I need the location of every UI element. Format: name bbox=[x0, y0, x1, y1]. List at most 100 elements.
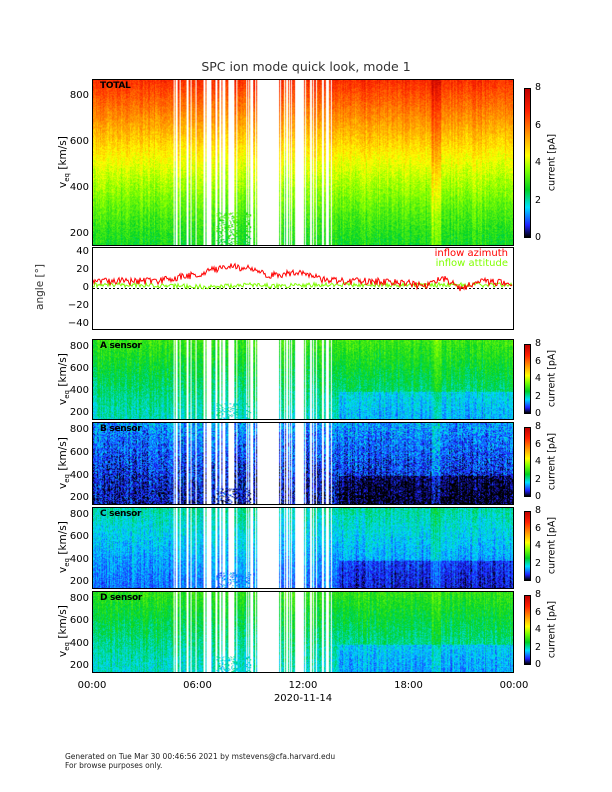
colorbar-tick-label: 4 bbox=[535, 157, 542, 168]
spectrogram-panel-d-sensor: D sensor bbox=[92, 591, 514, 673]
colorbar-tick-label: 2 bbox=[535, 194, 542, 206]
y-tick-label: 800 bbox=[69, 424, 89, 436]
angle-panel bbox=[92, 247, 514, 330]
angle-tick-label: 20 bbox=[76, 263, 89, 275]
colorbar-label: current [pA] bbox=[546, 133, 558, 192]
y-tick-label: 400 bbox=[69, 469, 89, 481]
attitude-series-line bbox=[93, 280, 513, 290]
x-tick-label: 12:00 bbox=[288, 680, 318, 691]
y-tick-label: 200 bbox=[69, 492, 89, 504]
y-tick-label: 200 bbox=[69, 407, 89, 419]
legend-azimuth: inflow azimuth bbox=[434, 248, 508, 259]
x-tick-label: 06:00 bbox=[183, 680, 212, 691]
y-axis-label: veq [km/s] bbox=[57, 102, 71, 222]
panel-label: B sensor bbox=[100, 424, 142, 434]
colorbar-tick-label: 0 bbox=[535, 575, 542, 586]
colorbar-label: current [pA] bbox=[546, 432, 558, 491]
angle-tick-label: −20 bbox=[67, 299, 89, 311]
colorbar-tick-label: 0 bbox=[535, 659, 542, 670]
spectrogram-panel-a-sensor: A sensor bbox=[92, 339, 514, 420]
panel-label: C sensor bbox=[100, 509, 142, 519]
y-tick-label: 600 bbox=[69, 615, 89, 627]
spectrogram-canvas bbox=[93, 508, 513, 588]
angle-tick-label: −40 bbox=[67, 317, 89, 329]
colorbar bbox=[524, 511, 531, 581]
colorbar-tick-label: 4 bbox=[535, 373, 542, 384]
y-label-unit: [km/s] bbox=[56, 352, 69, 387]
spectrogram-panel-b-sensor: B sensor bbox=[92, 422, 514, 505]
y-tick-label: 600 bbox=[69, 446, 89, 458]
x-tick-label: 00:00 bbox=[77, 680, 107, 691]
angle-axis-label: angle [°] bbox=[34, 263, 46, 310]
y-tick-label: 800 bbox=[69, 508, 89, 520]
y-label-sub: eq bbox=[63, 473, 72, 483]
colorbar-tick-label: 8 bbox=[535, 589, 542, 600]
colorbar-tick-label: 4 bbox=[535, 540, 542, 551]
spectrogram-canvas bbox=[93, 592, 513, 672]
y-axis-label: veq [km/s] bbox=[57, 571, 71, 691]
colorbar bbox=[524, 344, 531, 414]
colorbar bbox=[524, 595, 531, 665]
colorbar-tick-label: 8 bbox=[535, 82, 542, 93]
colorbar-tick-label: 2 bbox=[535, 390, 542, 402]
colorbar-label: current [pA] bbox=[546, 516, 558, 575]
y-label-sub: eq bbox=[63, 389, 72, 399]
spectrogram-canvas bbox=[93, 340, 513, 419]
y-tick-label: 800 bbox=[69, 90, 89, 102]
colorbar-tick-label: 8 bbox=[535, 338, 542, 349]
angle-tick-label: 0 bbox=[82, 281, 89, 293]
y-label-sub: eq bbox=[63, 642, 72, 651]
colorbar-tick-label: 2 bbox=[535, 641, 542, 653]
colorbar-tick-label: 6 bbox=[535, 522, 542, 534]
angle-tick-label: 40 bbox=[76, 245, 89, 257]
spectrogram-canvas bbox=[93, 423, 513, 504]
colorbar-tick-label: 6 bbox=[535, 119, 542, 131]
colorbar-tick-label: 8 bbox=[535, 421, 542, 432]
colorbar-tick-label: 6 bbox=[535, 438, 542, 450]
y-tick-label: 600 bbox=[69, 136, 89, 148]
colorbar-tick-label: 6 bbox=[535, 355, 542, 367]
footer-browse: For browse purposes only. bbox=[65, 761, 163, 770]
y-label-unit: [km/s] bbox=[56, 605, 69, 639]
colorbar-tick-label: 2 bbox=[535, 557, 542, 569]
colorbar-label: current [pA] bbox=[546, 600, 558, 659]
y-tick-label: 800 bbox=[69, 592, 89, 604]
angle-plot bbox=[93, 262, 513, 292]
y-tick-label: 600 bbox=[69, 363, 89, 375]
spectrogram-panel-c-sensor: C sensor bbox=[92, 507, 514, 589]
y-tick-label: 400 bbox=[69, 553, 89, 565]
spectrogram-canvas bbox=[93, 80, 513, 245]
footer-generated: Generated on Tue Mar 30 00:46:56 2021 by… bbox=[65, 752, 336, 761]
y-tick-label: 400 bbox=[69, 637, 89, 649]
x-axis-date-label: 2020-11-14 bbox=[273, 693, 333, 704]
colorbar bbox=[524, 88, 531, 238]
y-label-v: v bbox=[56, 181, 69, 188]
colorbar-tick-label: 0 bbox=[535, 491, 542, 502]
y-label-unit: [km/s] bbox=[56, 135, 69, 170]
y-label-v: v bbox=[56, 650, 69, 657]
azimuth-series-line bbox=[93, 262, 513, 292]
colorbar-tick-label: 8 bbox=[535, 505, 542, 516]
y-tick-label: 400 bbox=[69, 385, 89, 397]
y-tick-label: 400 bbox=[69, 181, 89, 193]
y-tick-label: 600 bbox=[69, 531, 89, 543]
legend-attitude: inflow attitude bbox=[435, 258, 508, 269]
colorbar-tick-label: 0 bbox=[535, 408, 542, 419]
y-label-sub: eq bbox=[63, 172, 72, 182]
colorbar bbox=[524, 427, 531, 497]
y-tick-label: 200 bbox=[69, 227, 89, 239]
y-label-sub: eq bbox=[63, 558, 72, 567]
panel-label: TOTAL bbox=[100, 81, 131, 91]
colorbar-tick-label: 0 bbox=[535, 232, 542, 243]
plot-title: SPC ion mode quick look, mode 1 bbox=[201, 59, 411, 74]
panel-label: D sensor bbox=[100, 593, 143, 603]
colorbar-tick-label: 6 bbox=[535, 606, 542, 618]
y-label-unit: [km/s] bbox=[56, 436, 69, 471]
colorbar-tick-label: 4 bbox=[535, 624, 542, 635]
y-label-unit: [km/s] bbox=[56, 521, 69, 555]
panel-label: A sensor bbox=[100, 341, 142, 351]
y-tick-label: 800 bbox=[69, 340, 89, 352]
y-tick-label: 200 bbox=[69, 576, 89, 588]
x-tick-label: 18:00 bbox=[394, 680, 423, 691]
spectrogram-panel-total: TOTAL bbox=[92, 79, 514, 246]
